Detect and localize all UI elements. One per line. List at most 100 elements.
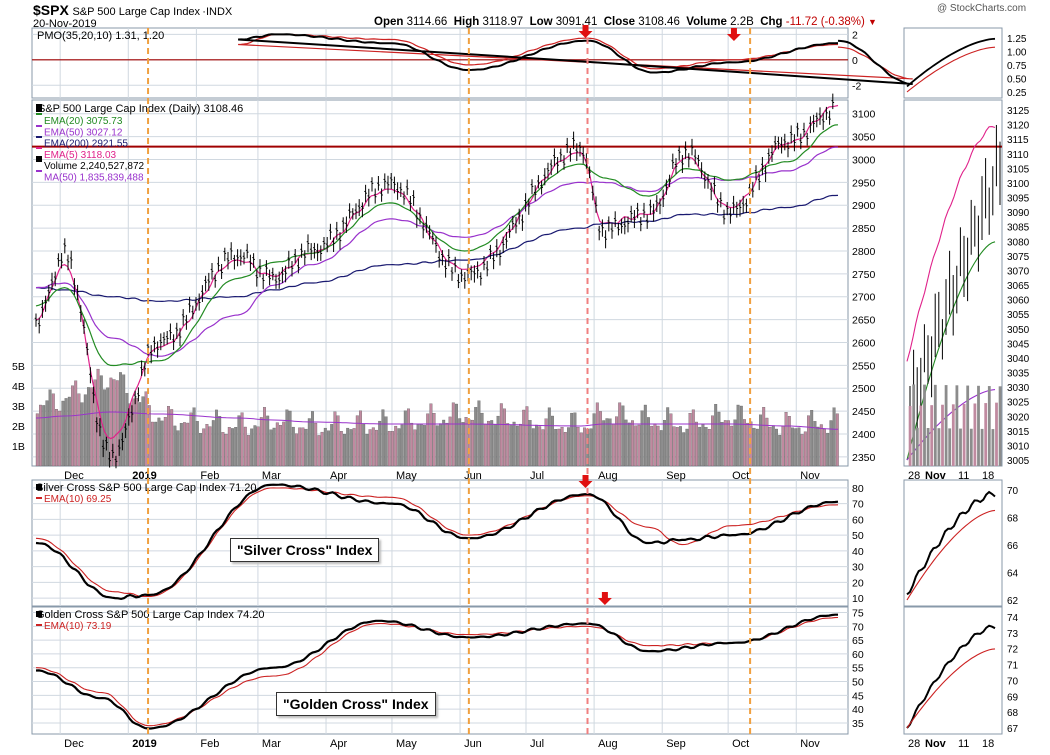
volume-bar [819, 424, 823, 467]
zoom-volume-bar [941, 404, 944, 466]
silver-y-tick-label: 60 [852, 514, 864, 526]
x-tick-label-price: Feb [200, 470, 219, 482]
volume-bar [784, 412, 788, 467]
x-tick-label-price: Jul [530, 470, 544, 482]
volume-bar [755, 428, 759, 467]
volume-bar [144, 391, 148, 467]
volume-bar [256, 426, 260, 467]
volume-bar [253, 425, 257, 467]
volume-bar [445, 422, 449, 467]
volume-bar [413, 429, 417, 467]
volume-bar [787, 416, 791, 467]
volume-bar [346, 427, 350, 467]
volume-bar [442, 419, 446, 467]
volume-bar [215, 409, 218, 467]
price-y-tick-label: 2800 [852, 246, 876, 258]
volume-bar [672, 426, 676, 467]
volume-bar [147, 405, 151, 467]
close-value: 3108.46 [638, 16, 680, 28]
volume-bar [823, 429, 826, 467]
zoom-price-tick-label: 3055 [1007, 310, 1030, 321]
volume-bar [685, 428, 689, 467]
golden-cross-line [35, 613, 838, 730]
volume-bar [35, 413, 39, 467]
volume-bar [58, 410, 62, 467]
volume-bar [538, 426, 542, 467]
volume-bar [723, 420, 727, 467]
ticker-name: S&P 500 Large Cap Index [72, 6, 201, 18]
volume-bar [813, 421, 817, 467]
volume-bar [669, 413, 673, 467]
pmo-title: PMO(35,20,10) 1.31, 1.20 [37, 30, 164, 42]
volume-bar [781, 425, 785, 467]
volume-bar [714, 404, 718, 467]
ema5-swatch-icon [36, 147, 42, 149]
volume-bar [55, 409, 58, 467]
volume-bar [759, 414, 762, 467]
price-y-tick-label: 2400 [852, 429, 876, 441]
zoom-volume-bar [937, 428, 941, 466]
volume-bar [61, 400, 65, 467]
price-legend-item: EMA(5) 3118.03 [44, 150, 117, 161]
volume-bar [451, 402, 455, 467]
zoom-price-tick-label: 3050 [1007, 325, 1030, 336]
pmo-zoom-frame [903, 27, 1003, 99]
volume-bar [394, 425, 398, 467]
volume-bar [378, 420, 382, 467]
volume-bar [259, 417, 263, 467]
golden-legend-ema10: EMA(10) 73.19 [44, 621, 112, 632]
volume-bar [717, 411, 721, 467]
zoom-ema5-line [906, 126, 996, 362]
zoom-silver-ema10-line [906, 509, 996, 601]
zoom-price-tick-label: 3065 [1007, 281, 1030, 292]
volume-bar [743, 419, 746, 467]
zoom-price-tick-label: 3115 [1007, 135, 1029, 146]
volume-bar [589, 428, 593, 467]
silver-y-tick-label: 80 [852, 483, 864, 495]
down-triangle-icon: ▼ [868, 17, 877, 27]
volume-bar [496, 415, 500, 467]
ema20-line [35, 124, 839, 367]
volume-bar [279, 425, 282, 467]
zoom-volume-bar [933, 384, 937, 466]
zoom-volume-bar [962, 403, 966, 466]
price-y-tick-label: 3000 [852, 154, 876, 166]
volume-bar [42, 405, 46, 467]
zoom-golden-tick-label: 73 [1007, 629, 1019, 640]
volume-bar [288, 410, 292, 467]
volume-bar [522, 409, 526, 467]
volume-bar [355, 415, 359, 467]
volume-bar [701, 423, 705, 467]
volume-bar [435, 425, 439, 467]
golden-y-tick-label: 70 [852, 621, 864, 633]
volume-bar [330, 424, 334, 467]
volume-bar [832, 407, 836, 467]
volume-bar [403, 410, 407, 467]
ema50-line [35, 146, 838, 357]
volume-bar [512, 421, 516, 467]
volume-bar [160, 420, 164, 467]
volume-bar [765, 417, 769, 467]
volume-bar [221, 432, 225, 467]
zoom-volume-bar [984, 403, 988, 466]
zoom-silver-tick-label: 66 [1007, 541, 1019, 552]
volume-bar [618, 402, 622, 467]
zoom-x-tick-label: Nov [925, 470, 947, 482]
volume-bar [627, 422, 631, 467]
ticker-symbol: $SPX [33, 2, 69, 18]
volume-bar [544, 418, 548, 467]
volume-bar [429, 403, 433, 467]
zoom-volume-bar [998, 386, 1002, 466]
zoom-silver-tick-label: 68 [1007, 514, 1019, 525]
volume-bar [291, 426, 295, 467]
volume-ma50-line [35, 411, 838, 430]
price-y-tick-label: 2700 [852, 292, 876, 304]
low-label: Low [529, 16, 553, 28]
price-y-tick-label: 2450 [852, 406, 876, 418]
zoom-volume-bar [959, 428, 962, 466]
volume-bar [327, 430, 330, 467]
volume-bar [285, 409, 289, 467]
volume-bar [794, 428, 798, 467]
volume-bar [336, 415, 340, 467]
